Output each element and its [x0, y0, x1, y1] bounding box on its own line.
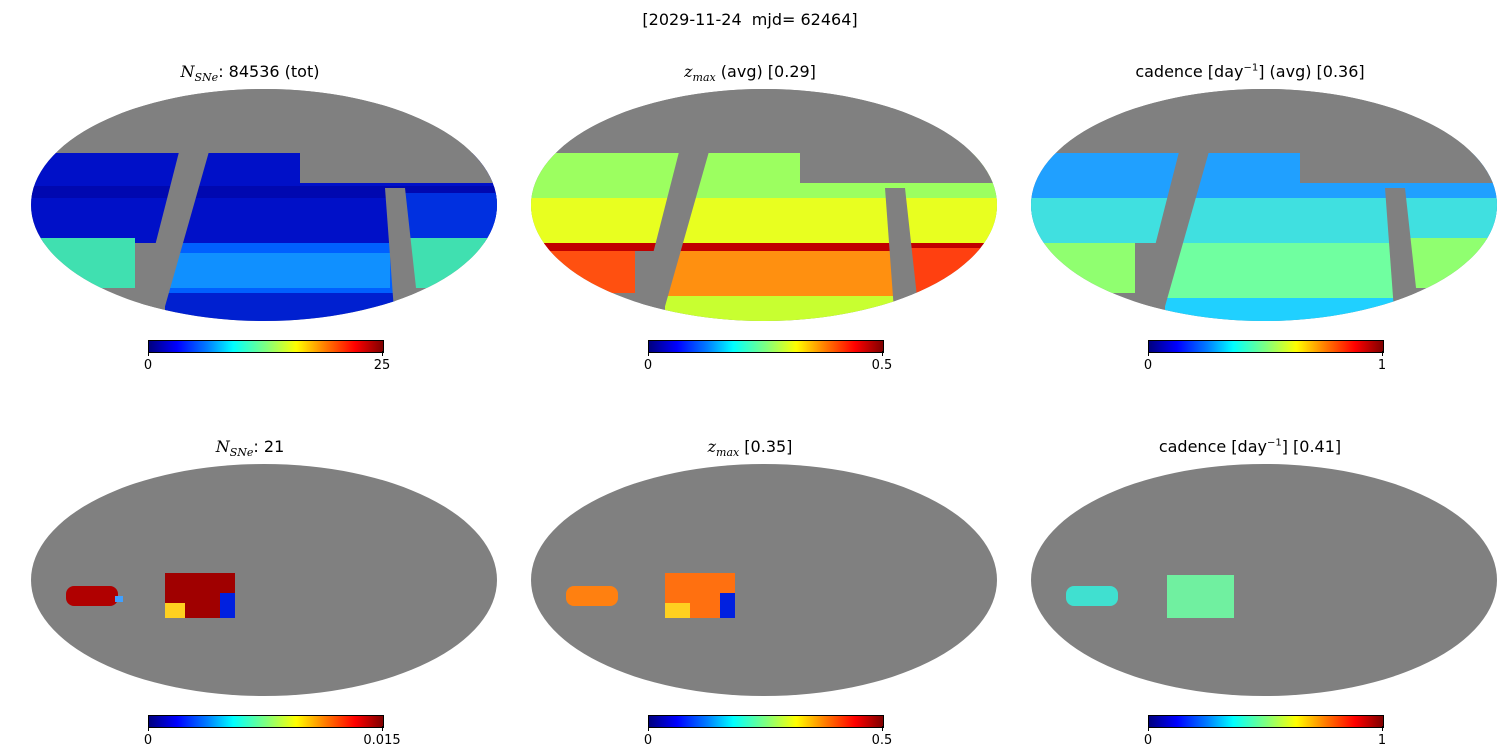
gap-left — [635, 148, 710, 321]
mollweide-map-cadence-avg — [1031, 89, 1497, 321]
region-bottom-band — [665, 296, 895, 321]
region-lower-center-light — [170, 253, 390, 288]
colorbar-tick-label-min: 0 — [1143, 733, 1153, 748]
panel-title: zmax [0.35] — [707, 437, 793, 460]
colorbar-tick-min — [148, 351, 149, 356]
colorbar — [148, 715, 384, 728]
region-top-strip — [31, 186, 497, 198]
mollweide-map-zmax — [531, 464, 997, 696]
mollweide-map-cadence — [1031, 464, 1497, 696]
region-lower-center — [1165, 243, 1395, 298]
patch-center-edge — [165, 603, 185, 618]
colorbar — [648, 715, 884, 728]
panel-nsne-tot: NSNe: 84536 (tot) 0 25 — [0, 0, 500, 375]
mollweide-map-zmax-avg — [531, 89, 997, 321]
panel-zmax: zmax [0.35] 0 0.5 — [500, 375, 1000, 750]
colorbar-tick-min — [148, 726, 149, 731]
gap-top — [31, 89, 497, 153]
panel-zmax-avg: zmax (avg) [0.29] 0 0.5 — [500, 0, 1000, 375]
region-bottom-band — [165, 293, 395, 321]
colorbar — [148, 340, 384, 353]
mollweide-map-nsne — [31, 464, 497, 696]
colorbar-tick-min — [648, 351, 649, 356]
colorbar-tick-label-min: 0 — [143, 733, 153, 748]
patch-left — [66, 586, 118, 606]
colorbar-tick-label-min: 0 — [1143, 358, 1153, 373]
colorbar-tick-max — [382, 351, 383, 356]
colorbar-tick-min — [1148, 726, 1149, 731]
panel-cadence-avg: cadence [day−1] (avg) [0.36] 0 1 — [1000, 0, 1500, 375]
colorbar-tick-label-max: 0.015 — [363, 733, 401, 748]
panel-cadence: cadence [day−1] [0.41] 0 1 — [1000, 375, 1500, 750]
region-red-stripe — [531, 243, 997, 251]
region-right-band — [405, 193, 497, 238]
gap-left — [1135, 148, 1210, 321]
patch-center-blue — [220, 593, 235, 618]
panel-nsne: NSNe: 21 0 0.015 — [0, 375, 500, 750]
panel-title: NSNe: 84536 (tot) — [180, 62, 320, 85]
patch-left — [566, 586, 618, 606]
patch-center — [1167, 575, 1234, 618]
region-lower-center — [665, 251, 895, 296]
colorbar-tick-label-min: 0 — [643, 358, 653, 373]
gap-right — [885, 188, 920, 321]
colorbar-tick-max — [882, 726, 883, 731]
gap-right — [1385, 188, 1420, 321]
panel-title: cadence [day−1] (avg) [0.36] — [1135, 62, 1365, 81]
colorbar-tick-label-min: 0 — [643, 733, 653, 748]
region-lower-right — [1410, 238, 1497, 288]
patch-left — [1066, 586, 1118, 606]
colorbar-tick-max — [382, 726, 383, 731]
colorbar-tick-label-max: 25 — [373, 358, 391, 373]
region-mid-band — [1031, 198, 1497, 243]
panel-title: cadence [day−1] [0.41] — [1158, 437, 1342, 456]
gap-top — [531, 89, 997, 153]
region-bottom-band — [1165, 298, 1395, 321]
colorbar — [648, 340, 884, 353]
gap-left — [135, 148, 210, 321]
region-lower-right — [910, 248, 997, 293]
region-lower-right — [410, 238, 497, 288]
colorbar-tick-label-min: 0 — [143, 358, 153, 373]
figure-suptitle: [2029-11-24 mjd= 62464] — [642, 10, 858, 29]
colorbar — [1148, 715, 1384, 728]
patch-left-tail — [115, 596, 123, 602]
colorbar-tick-label-max: 0.5 — [871, 358, 893, 373]
patch-center-blue — [720, 593, 735, 618]
region-lower-left — [1031, 243, 1135, 293]
colorbar-tick-label-max: 0.5 — [871, 733, 893, 748]
colorbar-tick-max — [882, 351, 883, 356]
colorbar-tick-max — [1382, 726, 1383, 731]
gap-top-right — [800, 153, 997, 183]
patch-center-yellow — [665, 603, 690, 618]
gap-top-right — [1300, 153, 1497, 183]
panel-title: NSNe: 21 — [215, 437, 285, 460]
colorbar-tick-max — [1382, 351, 1383, 356]
gap-top — [1031, 89, 1497, 153]
colorbar-tick-label-max: 1 — [1377, 358, 1387, 373]
colorbar — [1148, 340, 1384, 353]
mollweide-map-nsne-tot — [31, 89, 497, 321]
colorbar-tick-min — [1148, 351, 1149, 356]
colorbar-tick-label-max: 1 — [1377, 733, 1387, 748]
region-lower-left — [31, 238, 135, 288]
gap-top-right — [300, 153, 497, 183]
region-mid-yellow — [531, 198, 997, 243]
colorbar-tick-min — [648, 726, 649, 731]
gap-right — [385, 188, 420, 321]
panel-title: zmax (avg) [0.29] — [684, 62, 816, 85]
